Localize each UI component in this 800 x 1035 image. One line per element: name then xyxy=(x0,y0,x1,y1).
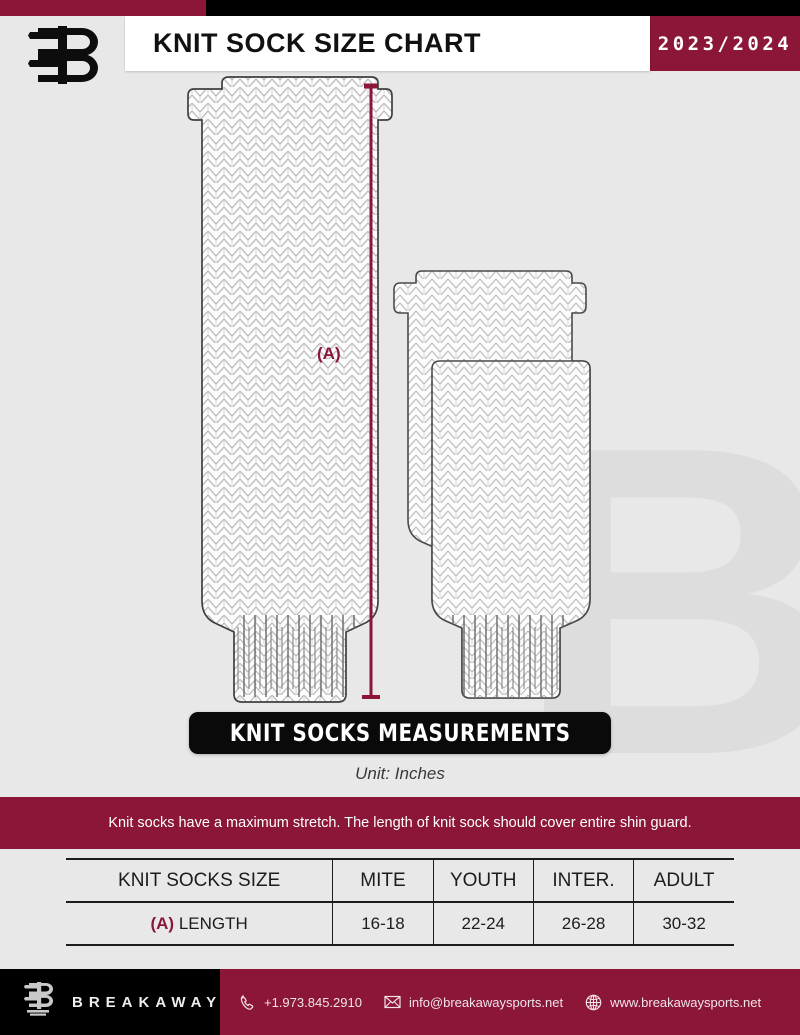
header: KNIT SOCK SIZE CHART 2023/2024 xyxy=(0,16,800,71)
globe-icon xyxy=(585,994,602,1011)
table-header-inter: INTER. xyxy=(532,859,634,902)
sock-illustration-area: (A) xyxy=(0,71,800,711)
footer-email-text: info@breakawaysports.net xyxy=(408,994,564,1010)
table-cell-length-label: (A) LENGTH xyxy=(66,902,333,945)
measurements-banner-label: KNIT SOCKS MEASUREMENTS xyxy=(229,719,571,747)
footer-contact-block: +1.973.845.2910 info@breakawaysports.net xyxy=(220,969,800,1035)
length-label-text: LENGTH xyxy=(178,913,248,933)
envelope-icon xyxy=(384,995,401,1009)
top-accent-bar-black xyxy=(206,0,800,16)
table-header-size-label: KNIT SOCKS SIZE xyxy=(118,869,281,891)
season-year-badge: 2023/2024 xyxy=(650,16,800,71)
length-marker-a: (A) xyxy=(150,913,175,933)
table-header-row: KNIT SOCKS SIZE MITE YOUTH INTER. ADULT xyxy=(66,859,734,902)
table-cell-inter-length: 26-28 xyxy=(532,902,634,945)
footer-website-text: www.breakawaysports.net xyxy=(610,994,762,1010)
footer-website[interactable]: www.breakawaysports.net xyxy=(585,994,761,1011)
table-cell-youth-length: 22-24 xyxy=(432,902,534,945)
breakaway-b-logo-icon xyxy=(28,20,108,88)
header-title-box: KNIT SOCK SIZE CHART xyxy=(125,16,650,71)
table-header-mite: MITE xyxy=(332,859,434,902)
season-year-label: 2023/2024 xyxy=(657,32,793,55)
table-header-adult: ADULT xyxy=(633,859,734,902)
footer-brand-block: BREAKAWAY xyxy=(0,969,220,1035)
table-cell-mite-length: 16-18 xyxy=(332,902,434,945)
footer-phone[interactable]: +1.973.845.2910 xyxy=(240,994,362,1010)
table-row: (A) LENGTH 16-18 22-24 26-28 30-32 xyxy=(66,902,734,945)
footer-email[interactable]: info@breakawaysports.net xyxy=(384,995,563,1010)
size-table-wrapper: KNIT SOCKS SIZE MITE YOUTH INTER. ADULT … xyxy=(66,858,734,946)
measurements-banner: KNIT SOCKS MEASUREMENTS xyxy=(189,712,611,754)
unit-note: Unit: Inches xyxy=(355,764,445,783)
adult-knit-sock xyxy=(187,76,393,703)
breakaway-b-logo-icon xyxy=(24,979,58,1026)
page-title: KNIT SOCK SIZE CHART xyxy=(153,28,482,58)
table-header-youth: YOUTH xyxy=(432,859,534,902)
table-cell-adult-length: 30-32 xyxy=(633,902,734,945)
measurement-label-a: (A) xyxy=(317,344,341,363)
size-table: KNIT SOCKS SIZE MITE YOUTH INTER. ADULT … xyxy=(66,858,734,946)
youth-knit-sock-overlay xyxy=(431,360,591,699)
phone-icon xyxy=(240,994,256,1010)
top-accent-bar-maroon xyxy=(0,0,206,16)
vertical-measurement-line-icon xyxy=(362,83,380,699)
stretch-note-strip: Knit socks have a maximum stretch. The l… xyxy=(0,797,800,849)
footer: BREAKAWAY +1.973.845.2910 xyxy=(0,969,800,1035)
stretch-note-text: Knit socks have a maximum stretch. The l… xyxy=(108,814,692,831)
footer-brand-name: BREAKAWAY xyxy=(72,993,223,1011)
footer-phone-text: +1.973.845.2910 xyxy=(264,994,362,1010)
